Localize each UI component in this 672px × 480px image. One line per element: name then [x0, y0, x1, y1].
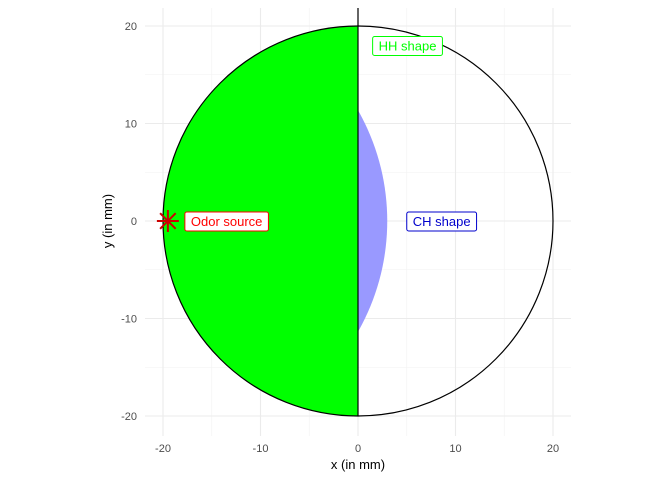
x-tick-label: -10 [253, 443, 269, 455]
odor-source-marker [156, 210, 179, 232]
y-tick-label: 10 [125, 119, 137, 131]
odor-source-label-text: Odor source [191, 214, 263, 229]
y-tick-label: 20 [125, 21, 137, 33]
y-tick-label: -10 [121, 314, 137, 326]
y-tick-label: -20 [121, 411, 137, 423]
ch-shape-label: CH shape [406, 211, 478, 232]
odor-source-label: Odor source [184, 211, 269, 232]
x-tick-label: 0 [355, 443, 361, 455]
ch-shape-label-text: CH shape [413, 214, 471, 229]
hh-shape-label-box [372, 36, 443, 56]
hh-shape-label: HH shape [372, 36, 443, 56]
y-axis-title: y (in mm) [100, 194, 115, 248]
x-tick-label: 20 [547, 443, 559, 455]
odor-source-label-box [184, 211, 269, 232]
labels: Odor source HH shape CH shape [184, 36, 478, 232]
ticks: -20 -10 0 10 20 -20 -10 0 10 20 [121, 21, 559, 455]
ch-shape-region [358, 110, 388, 332]
odor-source-ray [159, 212, 177, 230]
x-tick-label: -20 [155, 443, 171, 455]
x-axis-title: x (in mm) [331, 457, 385, 472]
hh-shape-label-text: HH shape [379, 39, 437, 54]
x-tick-label: 10 [449, 443, 461, 455]
ch-shape-label-box [406, 211, 478, 232]
y-tick-label: 0 [131, 216, 137, 228]
